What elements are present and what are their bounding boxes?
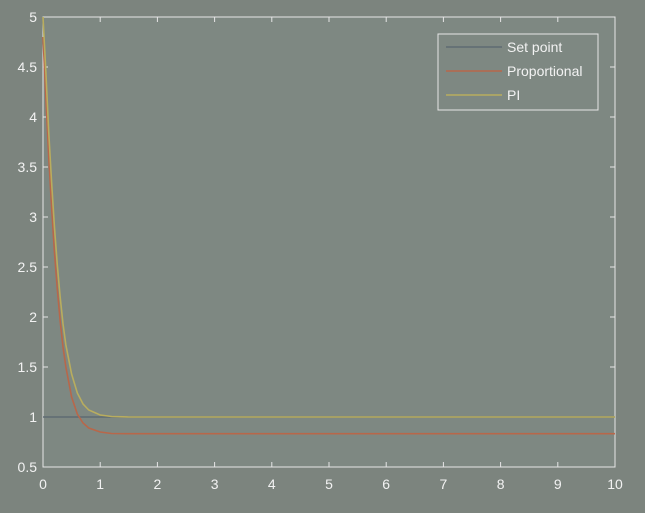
y-tick-label: 4: [29, 109, 37, 125]
x-tick-label: 8: [497, 476, 505, 492]
y-tick-label: 3: [29, 209, 37, 225]
x-tick-label: 3: [211, 476, 219, 492]
legend-label: PI: [507, 87, 520, 103]
y-tick-label: 2.5: [18, 259, 38, 275]
x-tick-label: 10: [607, 476, 623, 492]
legend-label: Set point: [507, 39, 562, 55]
x-tick-label: 7: [440, 476, 448, 492]
x-axis: 0 1 2 3 4 5 6 7 8 9 10: [39, 17, 623, 492]
series-line-proportional: [42, 36, 615, 435]
x-tick-label: 5: [325, 476, 333, 492]
x-tick-label: 1: [96, 476, 104, 492]
series-line-pi: [42, 16, 615, 418]
y-tick-label: 1.5: [18, 359, 38, 375]
x-tick-label: 4: [268, 476, 276, 492]
series-layer: [42, 16, 615, 435]
x-tick-label: 0: [39, 476, 47, 492]
legend-label: Proportional: [507, 63, 583, 79]
x-tick-label: 9: [554, 476, 562, 492]
y-axis: 0.5 1 1.5 2 2.5 3 3.5 4 4.5 5: [18, 9, 615, 475]
y-tick-label: 1: [29, 409, 37, 425]
y-tick-label: 0.5: [18, 459, 38, 475]
y-tick-label: 3.5: [18, 159, 38, 175]
y-tick-label: 2: [29, 309, 37, 325]
x-tick-label: 6: [382, 476, 390, 492]
y-tick-label: 5: [29, 9, 37, 25]
legend: Set point Proportional PI: [437, 33, 599, 111]
x-tick-label: 2: [154, 476, 162, 492]
legend-box: [437, 33, 599, 111]
y-tick-label: 4.5: [18, 59, 38, 75]
